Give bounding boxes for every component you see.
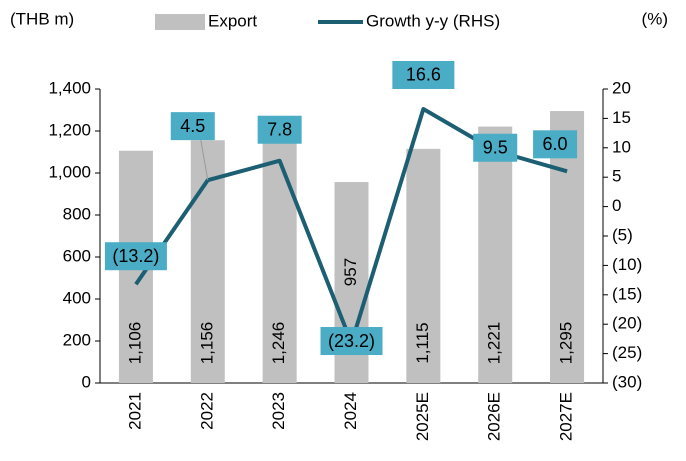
value-label-box [392,60,455,89]
bar-value-label: 957 [341,258,360,286]
y-tick-label: 600 [63,246,91,265]
bar-value-label: 1,246 [269,322,288,365]
value-label-box [170,112,215,141]
x-tick-label: 2023 [269,392,288,430]
y2-tick-label: 0 [612,196,621,215]
x-tick-label: 2026E [485,392,504,441]
y2-tick-label: 15 [612,108,631,127]
y-tick-label: 1,400 [48,78,91,97]
bar-value-label: 1,106 [125,322,144,365]
value-label-box [533,130,578,159]
x-tick-label: 2024 [341,392,360,430]
y-tick-label: 400 [63,288,91,307]
line-value-label: 7.8 [267,119,292,139]
bar-value-label: 1,156 [197,322,216,365]
y2-tick-label: 5 [612,167,621,186]
y-tick-label: 1,000 [48,162,91,181]
x-tick-label: 2027E [557,392,576,441]
y2-tick-label: (30) [612,372,642,391]
line-value-label: (13.2) [112,246,159,266]
line-value-label: 6.0 [543,134,568,154]
y2-tick-label: (5) [612,225,633,244]
bar-value-label: 1,295 [557,322,576,365]
y2-tick-label: 10 [612,137,631,156]
y-tick-label: 0 [82,372,91,391]
line-value-label: 4.5 [180,116,205,136]
x-tick-label: 2021 [125,392,144,430]
bar-value-label: 1,221 [485,322,504,365]
value-label-box [257,115,302,144]
y-tick-label: 800 [63,204,91,223]
value-label-box [104,242,167,271]
legend-label: Export [208,11,257,30]
y-tick-label: 1,200 [48,120,91,139]
y-tick-label: 200 [63,330,91,349]
legend-swatch [155,14,205,30]
value-label-box [320,327,383,356]
y2-axis-title: (%) [642,9,668,28]
line-value-label: (23.2) [328,331,375,351]
bar [406,148,441,383]
legend-label: Growth y-y (RHS) [366,11,500,30]
y2-tick-label: (10) [612,255,642,274]
bar-value-label: 1,115 [413,322,432,363]
leader-line [200,140,209,181]
value-label-box [473,133,518,162]
y2-tick-label: (25) [612,343,642,362]
y2-tick-label: 20 [612,78,631,97]
line-value-label: 9.5 [483,137,508,157]
y-axis-title: (THB m) [10,9,74,28]
bar [478,126,513,383]
line-value-label: 16.6 [406,65,441,85]
x-tick-label: 2025E [413,392,432,441]
y2-tick-label: (20) [612,314,642,333]
y2-tick-label: (15) [612,284,642,303]
x-tick-label: 2022 [197,392,216,430]
